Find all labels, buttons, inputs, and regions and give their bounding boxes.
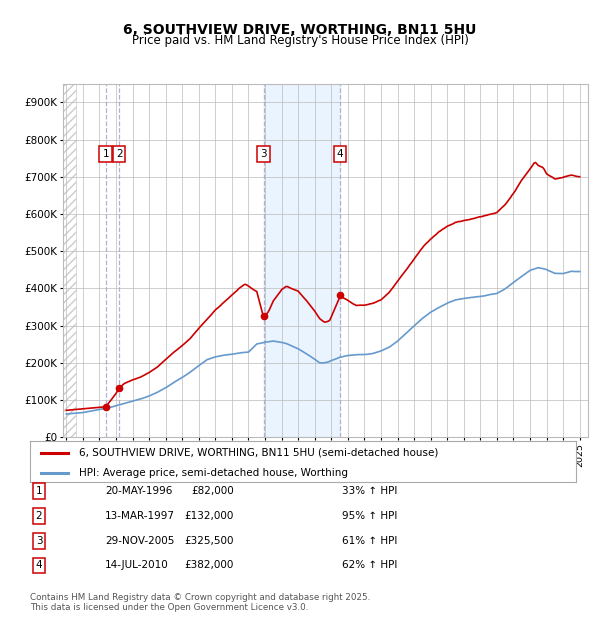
Text: 2: 2 xyxy=(35,511,43,521)
Text: £82,000: £82,000 xyxy=(191,486,234,496)
Text: Contains HM Land Registry data © Crown copyright and database right 2025.
This d: Contains HM Land Registry data © Crown c… xyxy=(30,593,370,612)
Text: 95% ↑ HPI: 95% ↑ HPI xyxy=(342,511,397,521)
Text: 1: 1 xyxy=(103,149,109,159)
Text: 4: 4 xyxy=(337,149,344,159)
Text: 1: 1 xyxy=(35,486,43,496)
Text: £132,000: £132,000 xyxy=(185,511,234,521)
Text: 13-MAR-1997: 13-MAR-1997 xyxy=(105,511,175,521)
Text: 3: 3 xyxy=(35,536,43,546)
Text: HPI: Average price, semi-detached house, Worthing: HPI: Average price, semi-detached house,… xyxy=(79,468,348,479)
Text: 62% ↑ HPI: 62% ↑ HPI xyxy=(342,560,397,570)
Text: 2: 2 xyxy=(116,149,122,159)
Text: £325,500: £325,500 xyxy=(185,536,234,546)
Text: 3: 3 xyxy=(260,149,267,159)
Text: 14-JUL-2010: 14-JUL-2010 xyxy=(105,560,169,570)
Text: 6, SOUTHVIEW DRIVE, WORTHING, BN11 5HU: 6, SOUTHVIEW DRIVE, WORTHING, BN11 5HU xyxy=(124,23,476,37)
Text: 6, SOUTHVIEW DRIVE, WORTHING, BN11 5HU (semi-detached house): 6, SOUTHVIEW DRIVE, WORTHING, BN11 5HU (… xyxy=(79,448,439,458)
Text: 20-MAY-1996: 20-MAY-1996 xyxy=(105,486,172,496)
Text: 33% ↑ HPI: 33% ↑ HPI xyxy=(342,486,397,496)
Text: 4: 4 xyxy=(35,560,43,570)
Bar xyxy=(263,84,340,437)
Text: 29-NOV-2005: 29-NOV-2005 xyxy=(105,536,175,546)
Text: 61% ↑ HPI: 61% ↑ HPI xyxy=(342,536,397,546)
Text: £382,000: £382,000 xyxy=(185,560,234,570)
Text: Price paid vs. HM Land Registry's House Price Index (HPI): Price paid vs. HM Land Registry's House … xyxy=(131,35,469,47)
